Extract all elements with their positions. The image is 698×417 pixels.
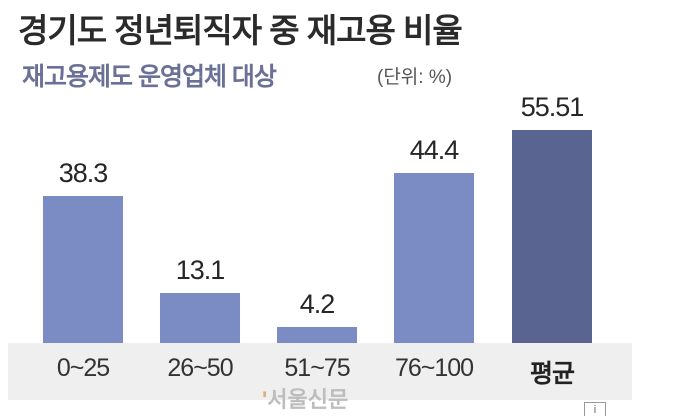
watermark-text: 서울신문 (267, 387, 349, 412)
category-label: 51~75 (284, 354, 350, 382)
bar-0 (43, 196, 123, 343)
chart-title: 경기도 정년퇴직자 중 재고용 비율 (18, 12, 463, 49)
watermark: '서울신문 (262, 382, 348, 414)
chart-subtitle: 재고용제도 운영업체 대상 (22, 63, 277, 91)
bar-value-label: 38.3 (58, 158, 109, 188)
category-label: 76~100 (394, 354, 474, 382)
watermark-mark: ' (262, 387, 268, 412)
category-label: 26~50 (167, 354, 233, 382)
bar-1 (160, 293, 240, 343)
bar-3 (394, 173, 474, 343)
bar-value-label: 55.51 (520, 92, 585, 122)
bar-value-label: 4.2 (299, 289, 336, 319)
bar-4 (512, 130, 592, 343)
bar-value-label: 44.4 (409, 135, 460, 165)
bar-value-label: 13.1 (175, 255, 226, 285)
category-band (8, 343, 632, 400)
unit-label: (단위: %) (377, 67, 453, 88)
category-label: 평균 (529, 360, 575, 388)
bar-2 (277, 327, 357, 343)
category-label: 0~25 (56, 354, 110, 382)
info-icon[interactable]: i (584, 402, 606, 416)
